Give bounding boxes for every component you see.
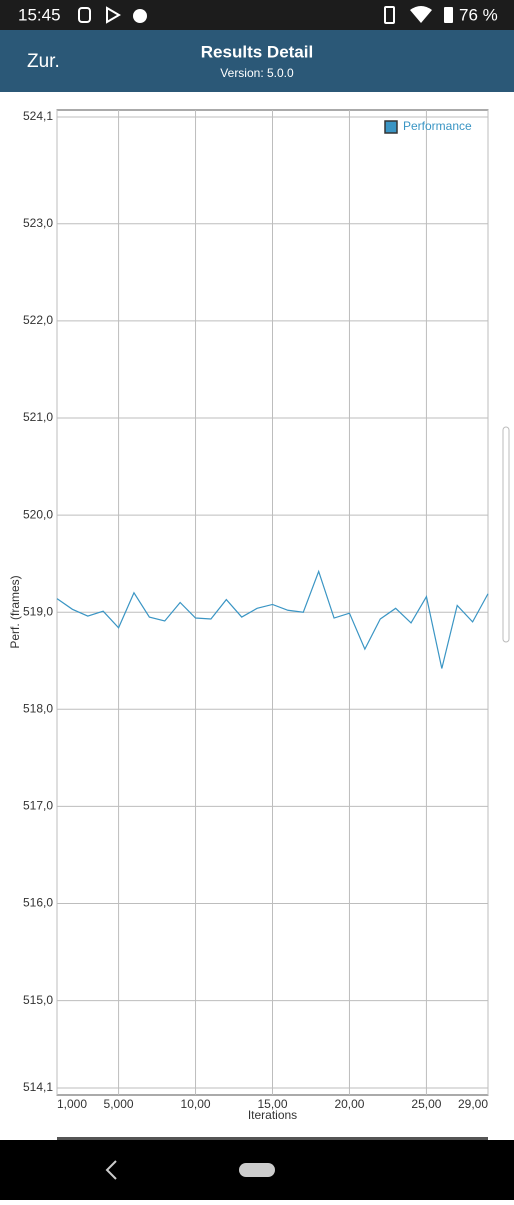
x-tick-label: 29,00 [458,1097,488,1111]
header-title: Results Detail [201,42,313,61]
scrollbar [502,426,510,643]
x-tick-label: 1,000 [57,1097,87,1111]
y-tick-label: 515,0 [23,993,53,1007]
x-axis-label: Iterations [248,1108,297,1122]
status-icon [106,6,121,24]
x-tick-label: 5,000 [104,1097,134,1111]
x-tick-label: 15,00 [257,1097,287,1111]
y-tick-label: 523,0 [23,216,53,230]
y-tick-label: 520,0 [23,507,53,521]
chart: 514,1 515,0 516,0 517,0 518,0 519,0 520,0 521,0… [8,109,489,1122]
y-tick-label: 518,0 [23,701,53,715]
x-tick-label: 10,00 [181,1097,211,1111]
y-tick-label: 522,0 [23,313,53,327]
status-icon [78,7,91,23]
y-tick-label: 516,0 [23,896,53,910]
y-tick-label: 514,1 [23,1080,53,1094]
data-line [56,569,489,669]
header-subtitle: Version: 5.0.0 [220,66,294,80]
status-battery: 76 % [459,5,498,24]
x-tick-label: 20,00 [334,1097,364,1111]
x-tick-label: 25,00 [411,1097,441,1111]
status-icon [133,9,147,23]
y-tick-label: 517,0 [23,799,53,813]
y-tick-label: 524,1 [23,109,53,123]
y-tick-label: 519,0 [23,604,53,618]
nav-back[interactable] [105,1160,117,1180]
legend-swatch [384,120,398,134]
header [0,30,514,92]
wifi-icon [410,6,432,23]
vibrate-icon [384,6,395,24]
legend-label: Performance [403,119,472,133]
battery-icon [444,7,453,23]
status-time: 15:45 [18,5,61,24]
status-bar [0,0,514,30]
back-button[interactable]: Zur. [27,51,60,72]
nav-home[interactable] [239,1163,275,1177]
y-axis-label: Perf. (frames) [8,575,22,648]
y-tick-label: 521,0 [23,410,53,424]
table-edge [57,1137,488,1140]
